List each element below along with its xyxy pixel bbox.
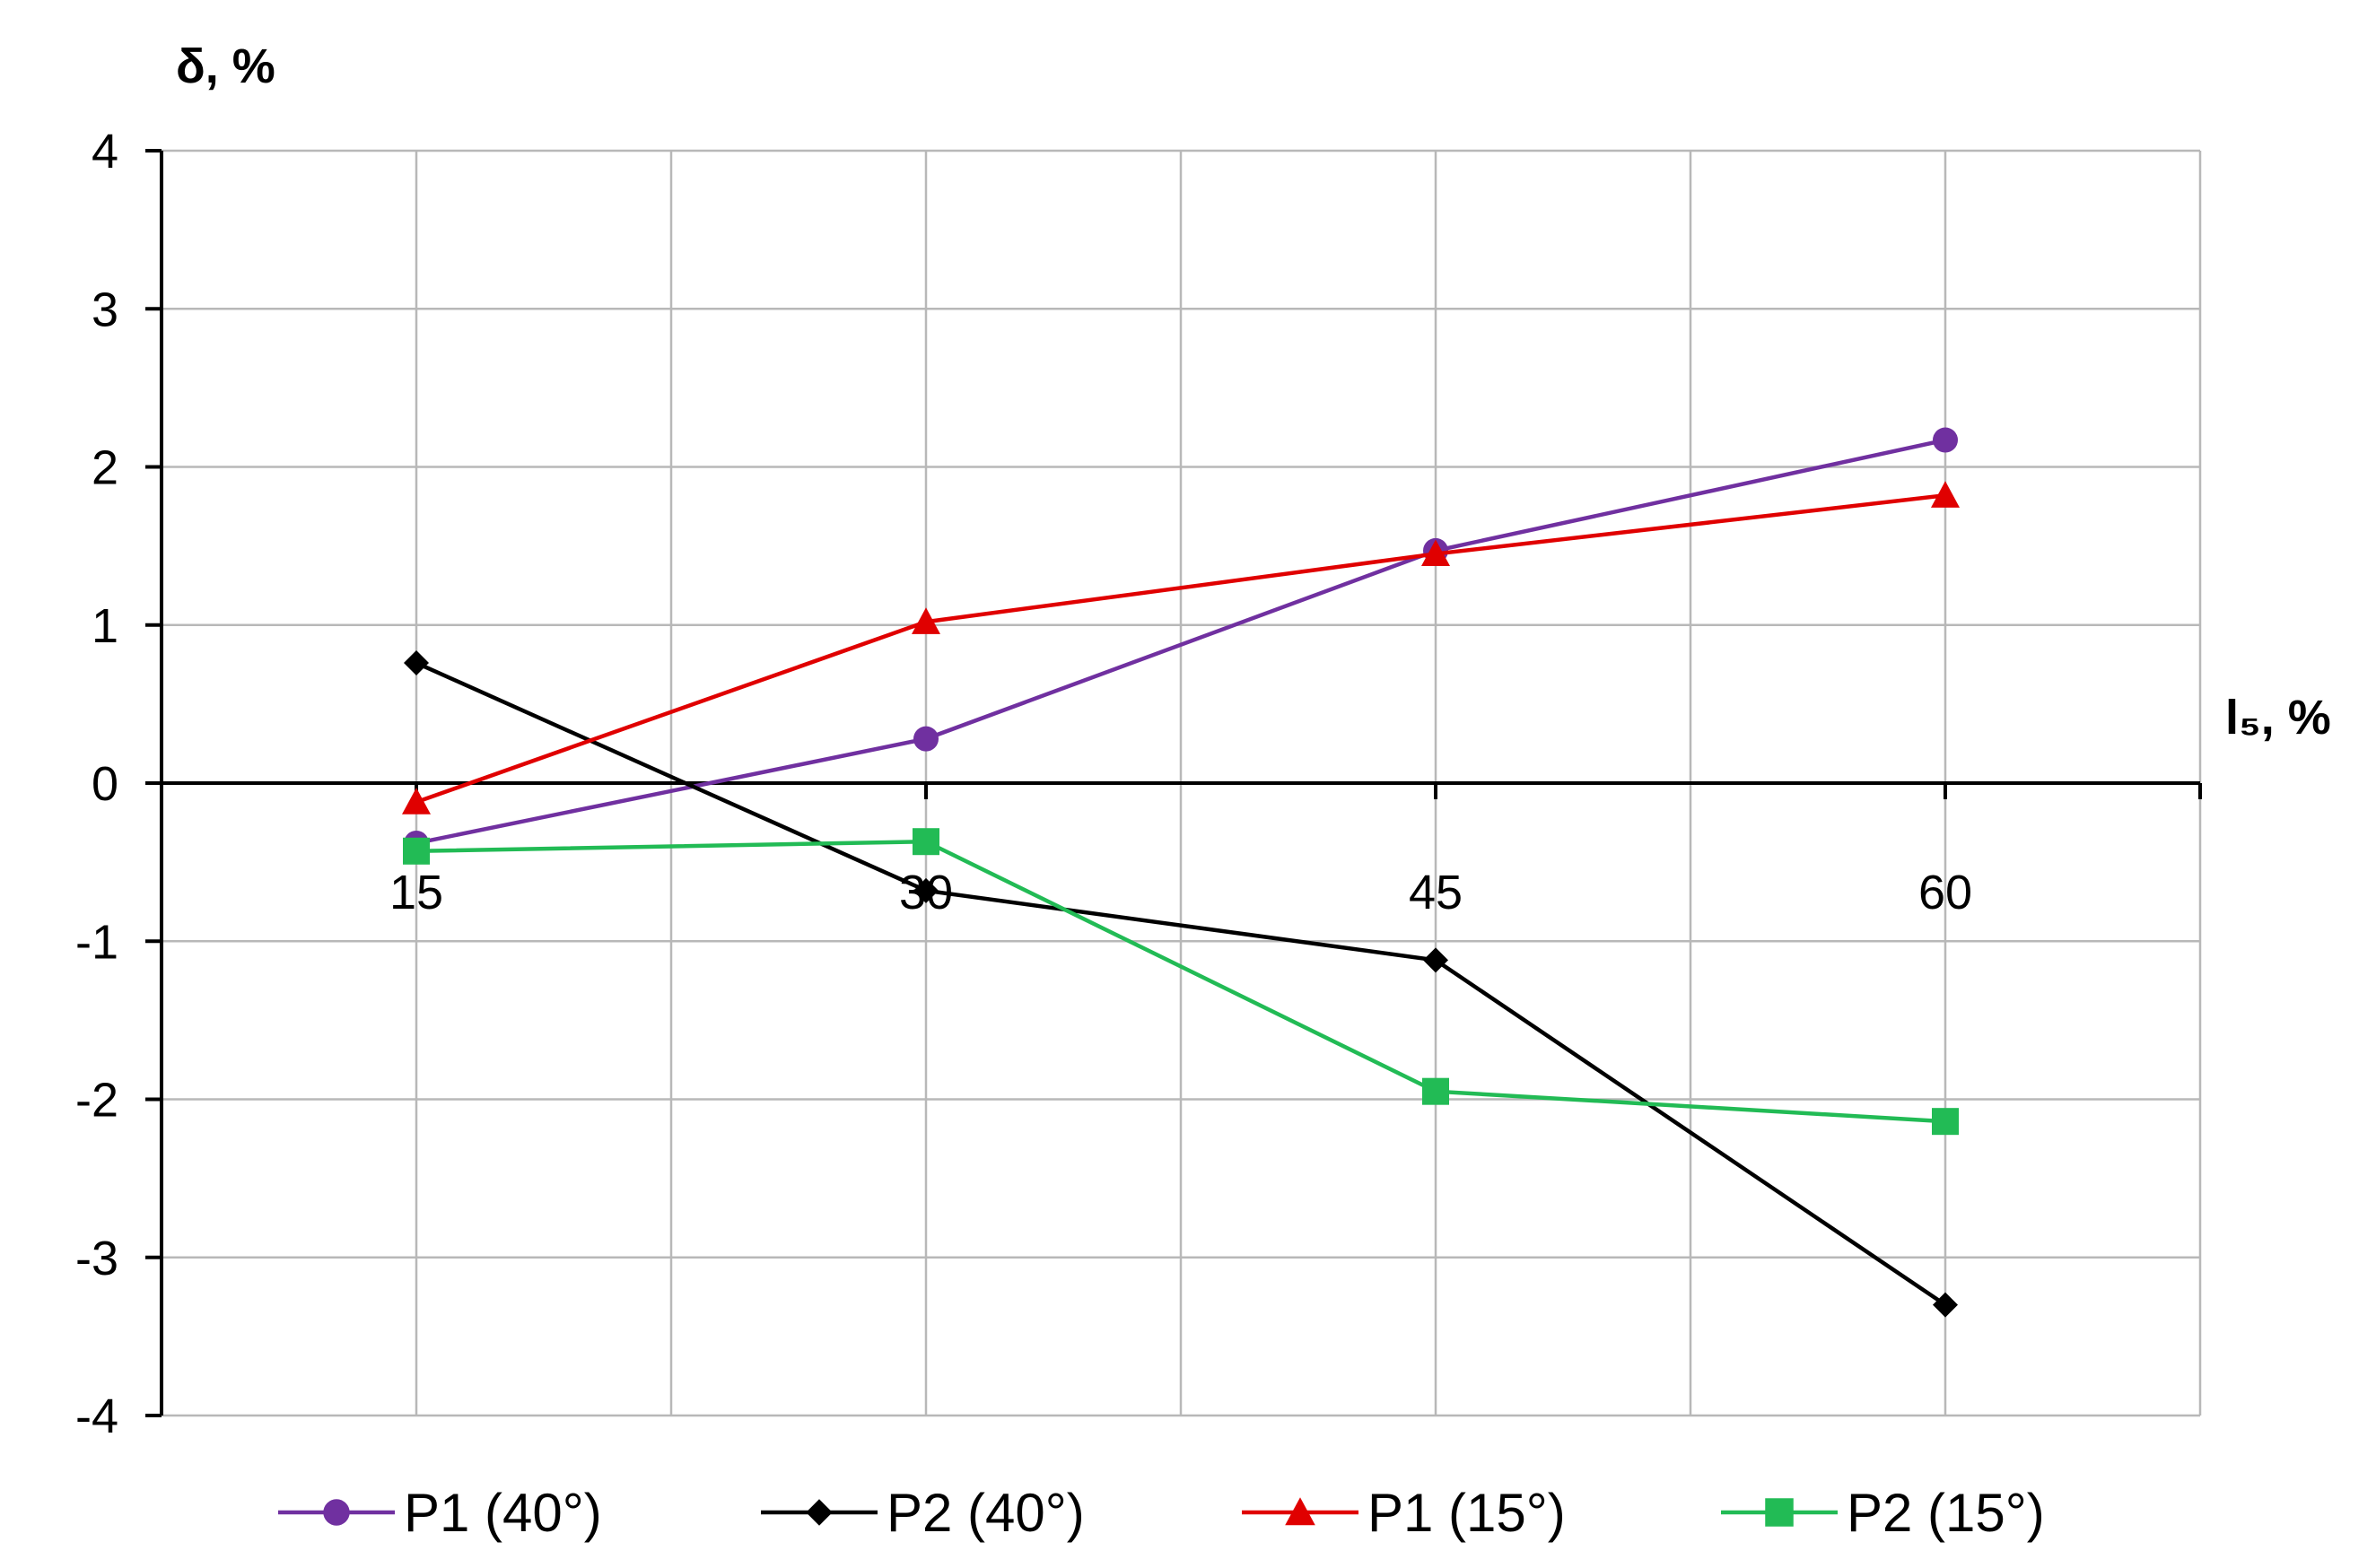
tick-labels: 4 3 2 1 0 -1 -2 -3 -4 15 30 45 60 (75, 125, 1972, 1443)
series-4 (403, 828, 1959, 1136)
y-tick-label: 4 (92, 125, 118, 179)
legend-item: P2 (40°) (761, 1483, 1085, 1543)
data-point-triangle (1931, 481, 1960, 508)
data-point-circle (323, 1499, 350, 1526)
legend-item: P1 (15°) (1242, 1483, 1566, 1543)
data-point-square (403, 837, 430, 865)
legend-label: P2 (15°) (1847, 1483, 2045, 1543)
data-point-triangle (402, 788, 431, 814)
data-point-diamond (806, 1499, 833, 1526)
data-point-square (913, 828, 939, 856)
x-tick-label: 30 (899, 866, 953, 919)
series-line (415, 839, 1946, 1124)
legend: P1 (40°) P2 (40°) P1 (15°) P2 (15°) (278, 1483, 2045, 1543)
axes (145, 149, 2202, 1417)
x-axis-title: l₅, % (2225, 691, 2331, 745)
y-tick-label: -4 (75, 1389, 118, 1443)
y-tick-label: 1 (92, 599, 118, 653)
legend-item: P1 (40°) (278, 1483, 602, 1543)
series-layer (402, 427, 1960, 1318)
y-tick-label: 2 (92, 441, 118, 495)
series-3 (402, 481, 1960, 814)
data-point-diamond (1933, 1292, 1958, 1318)
series-2 (404, 650, 1958, 1318)
series-line (415, 660, 1947, 1307)
y-tick-label: 3 (92, 283, 118, 336)
legend-item: P2 (15°) (1721, 1483, 2045, 1543)
data-point-square (1422, 1077, 1449, 1105)
data-point-diamond (404, 650, 429, 676)
legend-label: P1 (40°) (404, 1483, 602, 1543)
data-point-triangle (912, 607, 940, 634)
data-point-circle (1933, 427, 1958, 453)
y-tick-label: -3 (75, 1232, 118, 1285)
data-point-square (1765, 1498, 1794, 1527)
legend-label: P2 (40°) (887, 1483, 1085, 1543)
legend-label: P1 (15°) (1367, 1483, 1566, 1543)
data-point-triangle (1285, 1497, 1315, 1526)
x-tick-label: 45 (1409, 866, 1463, 919)
series-line (415, 438, 1946, 846)
data-point-triangle (1421, 539, 1450, 567)
data-point-diamond (1423, 947, 1448, 973)
data-point-square (1932, 1108, 1959, 1136)
y-tick-label: -2 (75, 1074, 118, 1128)
y-tick-label: -1 (75, 915, 118, 969)
y-tick-label: 0 (92, 757, 118, 811)
x-tick-label: 60 (1918, 866, 1972, 919)
y-axis-title: δ, % (176, 39, 275, 93)
data-point-diamond (913, 877, 939, 903)
data-point-circle (913, 726, 939, 752)
x-tick-label: 15 (389, 866, 443, 919)
series-line (415, 492, 1946, 805)
